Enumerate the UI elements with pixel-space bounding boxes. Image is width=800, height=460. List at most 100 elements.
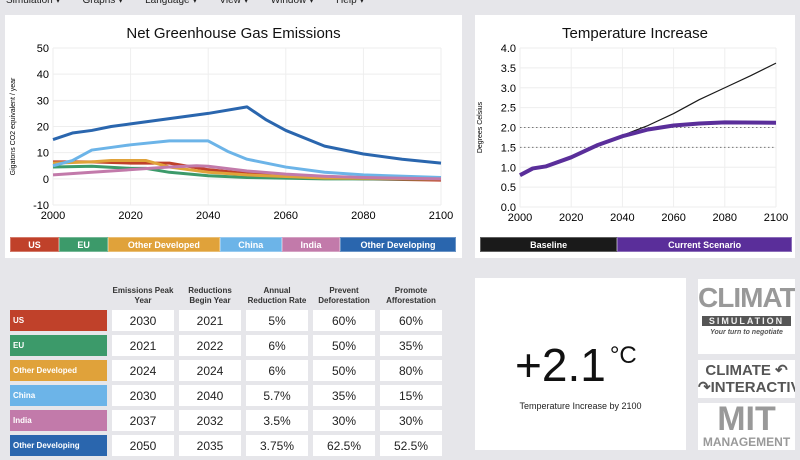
table-cell[interactable]: 2030 bbox=[112, 310, 174, 331]
table-cell[interactable]: 2035 bbox=[179, 435, 241, 456]
region-label: Other Developing bbox=[10, 435, 107, 456]
legend-item[interactable]: Current Scenario bbox=[617, 237, 792, 252]
legend-item[interactable]: India bbox=[282, 237, 340, 252]
result-unit: °C bbox=[609, 342, 637, 369]
result-value: +2.1 bbox=[515, 339, 606, 391]
table-row: US 2030 2021 5% 60% 60% bbox=[10, 310, 442, 331]
table-cell[interactable]: 2037 bbox=[112, 410, 174, 431]
menu-item[interactable]: Help ▾ bbox=[336, 0, 365, 6]
x-tick-label: 2000 bbox=[508, 212, 532, 224]
temperature-panel: Temperature Increase 4.0 3.5 3.0 2.5 2.0 1.5 1… bbox=[475, 15, 795, 258]
table-row: China 2030 2040 5.7% 35% 15% bbox=[10, 385, 442, 406]
series-line-india bbox=[52, 164, 442, 181]
x-tick-label: 2020 bbox=[118, 210, 142, 222]
chart-title: Temperature Increase bbox=[562, 25, 708, 42]
column-header: Reductions Begin Year bbox=[188, 286, 232, 305]
table-cell[interactable]: 60% bbox=[313, 310, 375, 331]
temperature-legend: Baseline Current Scenario bbox=[480, 237, 792, 252]
table-cell[interactable]: 15% bbox=[380, 385, 442, 406]
emissions-legend: US EU Other Developed China India Other Devel… bbox=[10, 237, 456, 252]
table-cell[interactable]: 35% bbox=[380, 335, 442, 356]
y-tick-label: 0 bbox=[43, 174, 49, 186]
y-axis-label: Degrees Celsius bbox=[477, 101, 484, 153]
menu-item[interactable]: Language ▾ bbox=[145, 0, 198, 6]
table-row: Other Developing 2050 2035 3.75% 62.5% 52.5% bbox=[10, 435, 442, 456]
menu-item[interactable]: Simulation ▾ bbox=[6, 0, 61, 6]
y-tick-label: 50 bbox=[37, 43, 49, 55]
table-cell[interactable]: 2021 bbox=[179, 310, 241, 331]
x-tick-label: 2080 bbox=[351, 210, 375, 222]
x-tick-label: 2040 bbox=[196, 210, 220, 222]
menu-bar: Simulation ▾ Graphs ▾ Language ▾ View ▾ Wind… bbox=[0, 0, 380, 9]
table-cell[interactable]: 30% bbox=[313, 410, 375, 431]
legend-item[interactable]: EU bbox=[59, 237, 109, 252]
y-tick-label: 1.0 bbox=[501, 162, 516, 174]
table-row: EU 2021 2022 6% 50% 35% bbox=[10, 335, 442, 356]
table-cell[interactable]: 2030 bbox=[112, 385, 174, 406]
legend-item[interactable]: Other Developing bbox=[340, 237, 456, 252]
region-label: US bbox=[10, 310, 107, 331]
y-tick-label: 3.5 bbox=[501, 63, 516, 75]
table-cell[interactable]: 6% bbox=[246, 335, 308, 356]
climate-interactive-logo: CLIMATE ↶↷INTERACTIVE bbox=[698, 360, 795, 398]
column-header: Emissions Peak Year bbox=[112, 286, 174, 305]
table-cell[interactable]: 80% bbox=[380, 360, 442, 381]
region-label: Other Developed bbox=[10, 360, 107, 381]
y-tick-label: 1.5 bbox=[501, 142, 516, 154]
table-cell[interactable]: 2050 bbox=[112, 435, 174, 456]
column-header: Promote Afforestation bbox=[386, 286, 436, 305]
table-cell[interactable]: 5% bbox=[246, 310, 308, 331]
corner bbox=[10, 282, 107, 306]
x-tick-label: 2100 bbox=[429, 210, 453, 222]
table-cell[interactable]: 3.75% bbox=[246, 435, 308, 456]
menu-item[interactable]: Graphs ▾ bbox=[82, 0, 124, 6]
legend-item[interactable]: Other Developed bbox=[108, 237, 220, 252]
table-cell[interactable]: 6% bbox=[246, 360, 308, 381]
mit-management-logo: MIT MANAGEMENT bbox=[698, 403, 795, 450]
table-cell[interactable]: 60% bbox=[380, 310, 442, 331]
x-tick-label: 2000 bbox=[41, 210, 65, 222]
table-cell[interactable]: 35% bbox=[313, 385, 375, 406]
result-panel: +2.1 °C Temperature Increase by 2100 bbox=[475, 278, 686, 450]
x-tick-label: 2020 bbox=[559, 212, 583, 224]
y-axis-label: Gigatons CO2 equivalent / year bbox=[10, 77, 17, 175]
table-cell[interactable]: 3.5% bbox=[246, 410, 308, 431]
result-label: Temperature Increase by 2100 bbox=[519, 401, 642, 411]
x-tick-label: 2080 bbox=[713, 212, 737, 224]
table-cell[interactable]: 62.5% bbox=[313, 435, 375, 456]
menu-item[interactable]: Window ▾ bbox=[270, 0, 315, 6]
series-line-baseline bbox=[519, 62, 777, 176]
region-label: China bbox=[10, 385, 107, 406]
table-cell[interactable]: 2021 bbox=[112, 335, 174, 356]
table-row: India 2037 2032 3.5% 30% 30% bbox=[10, 410, 442, 431]
chart-title: Net Greenhouse Gas Emissions bbox=[126, 25, 341, 42]
series-line-china bbox=[52, 139, 442, 180]
region-label: India bbox=[10, 410, 107, 431]
region-label: EU bbox=[10, 335, 107, 356]
legend-item[interactable]: Baseline bbox=[480, 237, 618, 252]
table-cell[interactable]: 5.7% bbox=[246, 385, 308, 406]
table-cell[interactable]: 50% bbox=[313, 360, 375, 381]
table-cell[interactable]: 2024 bbox=[179, 360, 241, 381]
table-cell[interactable]: 52.5% bbox=[380, 435, 442, 456]
legend-item[interactable]: US bbox=[10, 237, 60, 252]
y-tick-label: -10 bbox=[33, 200, 49, 212]
table-cell[interactable]: 30% bbox=[380, 410, 442, 431]
table-cell[interactable]: 2040 bbox=[179, 385, 241, 406]
y-tick-label: 0.0 bbox=[501, 202, 516, 214]
table-cell[interactable]: 50% bbox=[313, 335, 375, 356]
table-cell[interactable]: 2022 bbox=[179, 335, 241, 356]
legend-item[interactable]: China bbox=[219, 237, 283, 252]
table-cell[interactable]: 2024 bbox=[112, 360, 174, 381]
x-tick-label: 2060 bbox=[661, 212, 685, 224]
y-tick-label: 4.0 bbox=[501, 43, 516, 55]
y-tick-label: 2.5 bbox=[501, 103, 516, 115]
emissions-panel: Net Greenhouse Gas Emissions 50 40 30 20 10 0… bbox=[5, 15, 462, 258]
table-cell[interactable]: 2032 bbox=[179, 410, 241, 431]
y-tick-label: 20 bbox=[37, 122, 49, 134]
table-row: Other Developed 2024 2024 6% 50% 80% bbox=[10, 360, 442, 381]
x-tick-label: 2100 bbox=[764, 212, 788, 224]
menu-item[interactable]: View ▾ bbox=[219, 0, 249, 6]
x-tick-label: 2060 bbox=[274, 210, 298, 222]
